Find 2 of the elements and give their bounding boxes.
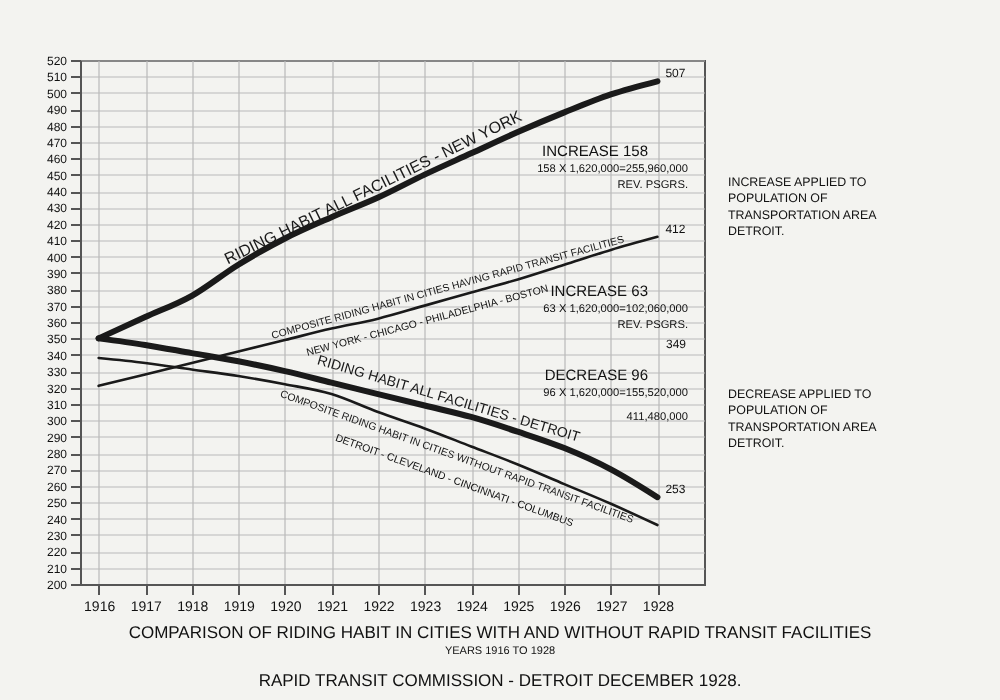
text: COMPARISON OF RIDING HABIT IN CITIES WITH AND WITHOUT RAPID TRANSIT FACILITIES [128,622,873,642]
text: RAPID TRANSIT COMMISSION - DETROIT DECEMBER 1928. [258,670,742,690]
